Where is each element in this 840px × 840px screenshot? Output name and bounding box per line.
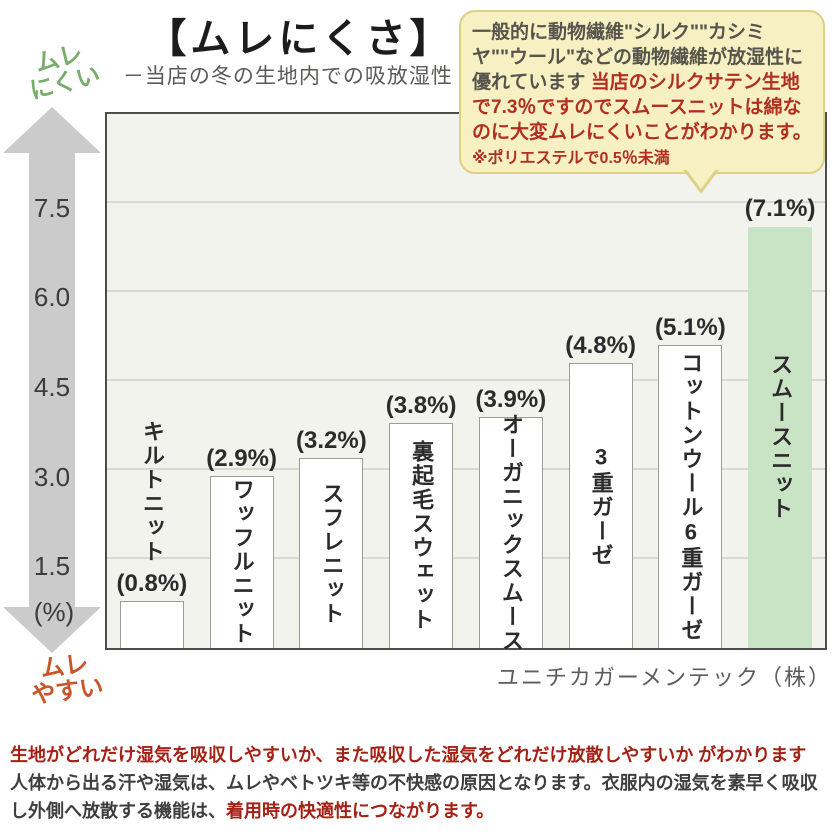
gridline	[107, 290, 825, 292]
chart-title: 【ムレにくさ】	[146, 16, 454, 61]
gridline	[107, 201, 825, 203]
y-tick-label: 1.5	[33, 551, 71, 582]
text-segment: し外側へ放散する機能は、	[10, 800, 226, 821]
gridline	[107, 557, 825, 559]
bar-value-label: (7.1%)	[744, 194, 816, 222]
bars: (0.8%) キルトニット (2.9%) ワッフルニット (3.2%) スフレニット (3.…	[107, 114, 825, 653]
text-segment: 一般的に動物繊維"シルク""カシミヤ""ウール"などの動物繊維が放湿性に優れてい…	[472, 22, 804, 94]
bar: (2.9%) ワッフルニット	[206, 445, 277, 648]
axis-label-low: ムレ やすい	[7, 647, 124, 711]
arrow-down-icon	[3, 607, 101, 653]
bar: (3.2%) スフレニット	[296, 427, 367, 648]
y-tick-label: 4.5	[33, 372, 71, 402]
bar-value-label: (4.8%)	[565, 332, 636, 360]
bar: (3.9%) オーガニックスムース	[476, 386, 547, 653]
bar-highlighted: (7.1%) スムースニット	[745, 195, 815, 648]
text-segment: 着用時の快適性につながります。	[226, 800, 495, 821]
text-segment: 生地がどれだけ湿気を吸収しやすいか、また吸収した湿気をどれだけ放散しやすいか が…	[10, 745, 807, 765]
gridline	[107, 468, 825, 470]
bar-value-label: (5.1%)	[655, 314, 726, 342]
annotation-bubble: 一般的に動物繊維"シルク""カシミヤ""ウール"などの動物繊維が放湿性に優れてい…	[459, 10, 825, 194]
y-tick-label: 3.0	[33, 461, 71, 492]
arrow-up-icon	[3, 107, 101, 153]
axis-label-high: ムレ にくい	[2, 33, 123, 109]
bar-value-label: (3.8%)	[385, 391, 457, 419]
bar-category-label: コットンウール6重ガーゼ	[678, 351, 704, 643]
bar-value-label: (2.9%)	[206, 444, 277, 472]
axis-arrow-shaft	[29, 150, 75, 612]
bar-category-label: オーガニックスムース	[498, 412, 524, 653]
bar: (0.8%) キルトニット	[117, 420, 187, 648]
bar-category-label: ワッフルニット	[229, 478, 255, 647]
text-segment: 当店のシルクサテン生地で7.3％ですのでスムースニットは綿なのに大変ムレにくいこ…	[472, 72, 803, 144]
bar: (4.8%) 3重ガーゼ	[565, 332, 636, 648]
gridlines	[107, 114, 825, 648]
y-tick-label: 6.0	[33, 282, 71, 313]
y-axis-unit-label: (%)	[33, 597, 75, 627]
bar: (3.8%) 裏起毛スウェット	[386, 392, 456, 648]
chart-subtitle: －当店の冬の生地内での吸放湿性 -	[122, 64, 468, 88]
y-axis-labels: 1.5 3.0 4.5 6.0 7.5	[0, 112, 104, 650]
y-tick-label: 7.5	[33, 192, 71, 223]
bar-value-label: (3.2%)	[296, 427, 367, 455]
bar-category-label: スムースニット	[768, 353, 794, 522]
footer-paragraph: 生地がどれだけ湿気を吸収しやすいか、また吸収した湿気をどれだけ放散しやすいか が…	[10, 742, 836, 826]
bar-category-label: 3重ガーゼ	[588, 444, 614, 568]
annotation-bubble-text: 一般的に動物繊維"シルク""カシミヤ""ウール"などの動物繊維が放湿性に優れてい…	[472, 22, 834, 168]
bar-value-label: (0.8%)	[116, 569, 188, 597]
bar-category-label: 裏起毛スウェット	[409, 439, 435, 632]
bar: (5.1%) コットンウール6重ガーゼ	[655, 314, 726, 648]
bar-category-label: キルトニット	[139, 419, 165, 564]
bar-value-label: (3.9%)	[475, 385, 547, 413]
bar-category-label: スフレニット	[319, 481, 345, 626]
gridline	[107, 379, 825, 381]
text-segment: 人体から出る汗や湿気は、ムレやベトツキ等の不快感の原因となります。衣服内の湿気を…	[10, 772, 818, 793]
bubble-tail-icon	[686, 169, 716, 189]
text-segment: ※ポリエステルで0.5％未満	[472, 125, 835, 168]
plot-area: (0.8%) キルトニット (2.9%) ワッフルニット (3.2%) スフレニット (3.…	[105, 112, 827, 653]
source-attribution: ユニチカガーメンテック（株）	[496, 665, 832, 690]
